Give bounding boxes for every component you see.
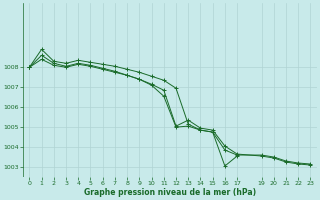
- X-axis label: Graphe pression niveau de la mer (hPa): Graphe pression niveau de la mer (hPa): [84, 188, 256, 197]
